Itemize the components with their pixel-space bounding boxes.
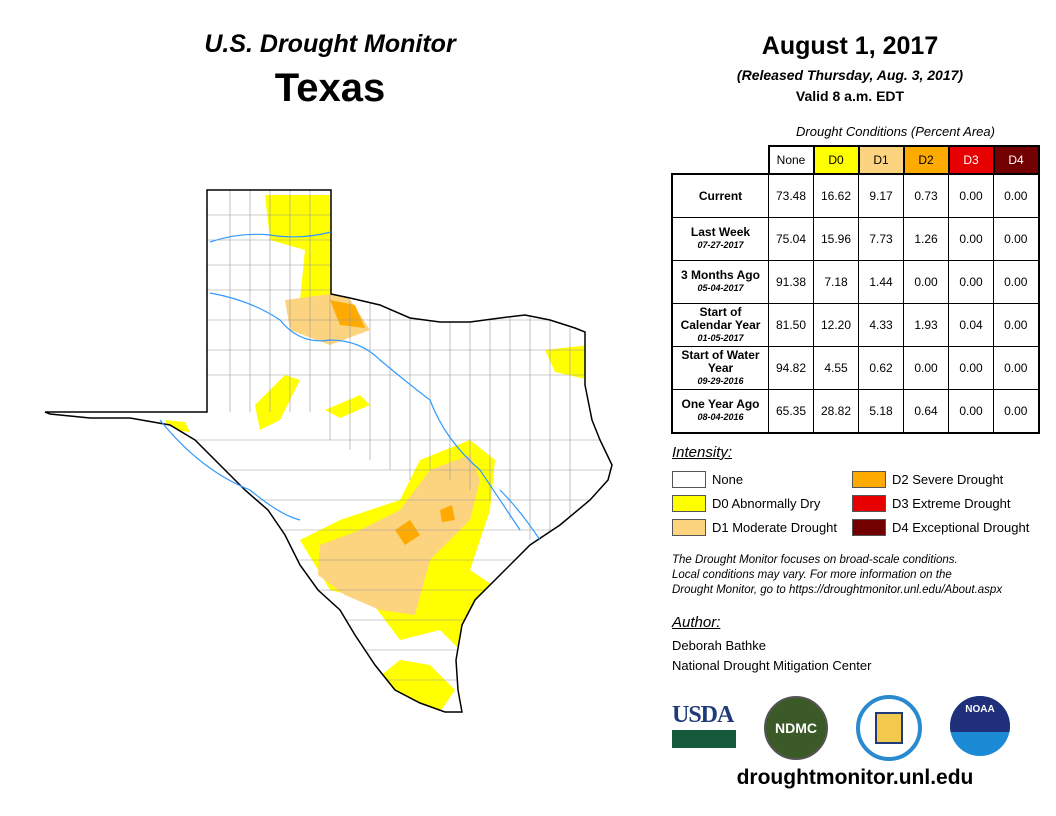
author-org: National Drought Mitigation Center [672,658,872,673]
row-label: Last Week 07-27-2017 [671,217,769,261]
product-title: U.S. Drought Monitor [204,30,456,58]
author-name: Deborah Bathke [672,638,766,653]
table-row: Last Week 07-27-2017 75.04 15.96 7.73 1.26 0.0… [671,217,1039,261]
table-cell: 81.50 [768,303,814,347]
table-row: Start of Calendar Year 01-05-2017 81.50 12.… [671,303,1039,347]
table-cell: 0.73 [903,173,949,218]
map-date: August 1, 2017 [761,32,939,60]
col-d2: D2 [902,145,950,175]
legend-swatch [852,471,886,488]
row-label: Start of Calendar Year 01-05-2017 [671,303,769,347]
table-cell: 12.20 [813,303,859,347]
col-d3: D3 [947,145,995,175]
legend-item: D4 Exceptional Drought [852,519,1029,536]
table-cell: 73.48 [768,173,814,218]
table-cell: 0.00 [993,389,1039,434]
usda-logo: USDA [672,702,736,748]
col-d4: D4 [992,145,1040,175]
legend-title: Intensity: [672,444,733,461]
table-row: Current 73.48 16.62 9.17 0.73 0.00 0.00 [671,173,1039,218]
row-date: 09-29-2016 [697,375,744,386]
row-date: 05-04-2017 [697,283,744,293]
table-cell: 16.62 [813,173,859,218]
legend-item: D2 Severe Drought [852,471,1003,488]
row-label: 3 Months Ago 05-04-2017 [671,260,769,304]
table-cell: 0.00 [948,173,994,218]
website-link[interactable]: droughtmonitor.unl.edu [736,766,974,789]
disclaimer-note: The Drought Monitor focuses on broad-sca… [672,554,1003,596]
table-cell: 0.00 [993,260,1039,304]
doc-seal-logo [856,695,922,761]
rivers [159,231,541,541]
col-none: None [767,145,815,175]
table-cell: 0.00 [948,346,994,390]
table-cell: 0.00 [903,260,949,304]
legend-item: D1 Moderate Drought [672,519,837,536]
table-cell: 75.04 [768,217,814,261]
table-cell: 0.00 [993,217,1039,261]
legend-swatch [852,519,886,536]
table-row: One Year Ago 08-04-2016 65.35 28.82 5.18 0.64… [671,389,1039,434]
table-cell: 0.00 [948,217,994,261]
drought-conditions-table: None D0 D1 D2 D3 D4 Current 73.48 16.62 9.1… [671,145,1040,434]
legend-item: None [672,471,743,488]
table-cell: 1.44 [858,260,904,304]
table-row: Start of Water Year 09-29-2016 94.82 4.55 0.… [671,346,1039,390]
table-row: 3 Months Ago 05-04-2017 91.38 7.18 1.44 0.00 0… [671,260,1039,304]
legend-item: D3 Extreme Drought [852,495,1011,512]
table-cell: 7.73 [858,217,904,261]
row-label: Current [671,173,769,218]
legend-swatch [672,471,706,488]
noaa-logo: NOAA [950,696,1010,756]
drought-areas [165,195,590,712]
table-cell: 0.00 [993,173,1039,218]
table-cell: 0.00 [903,346,949,390]
table-cell: 91.38 [768,260,814,304]
table-cell: 65.35 [768,389,814,434]
row-label: One Year Ago 08-04-2016 [671,389,769,434]
table-cell: 0.00 [993,346,1039,390]
row-label: Start of Water Year 09-29-2016 [671,346,769,390]
table-cell: 7.18 [813,260,859,304]
ndmc-logo: NDMC [764,696,828,760]
texas-drought-map [44,189,613,713]
table-cell: 4.55 [813,346,859,390]
table-cell: 1.93 [903,303,949,347]
row-date: 01-05-2017 [697,332,744,343]
table-cell: 1.26 [903,217,949,261]
table-cell: 0.04 [948,303,994,347]
table-cell: 15.96 [813,217,859,261]
valid-time: Valid 8 a.m. EDT [795,88,905,104]
table-caption: Drought Conditions (Percent Area) [796,124,995,139]
table-cell: 4.33 [858,303,904,347]
legend-swatch [672,495,706,512]
state-title: Texas [274,66,386,110]
author-heading: Author: [672,614,721,631]
table-cell: 28.82 [813,389,859,434]
table-cell: 0.00 [948,260,994,304]
table-cell: 0.64 [903,389,949,434]
table-cell: 5.18 [858,389,904,434]
col-d0: D0 [812,145,860,175]
row-date: 08-04-2016 [697,412,744,422]
table-cell: 0.00 [993,303,1039,347]
legend-swatch [852,495,886,512]
col-d1: D1 [857,145,905,175]
table-cell: 94.82 [768,346,814,390]
legend-item: D0 Abnormally Dry [672,495,820,512]
legend-swatch [672,519,706,536]
table-cell: 9.17 [858,173,904,218]
table-cell: 0.00 [948,389,994,434]
row-date: 07-27-2017 [697,240,744,250]
county-lines [60,190,612,681]
table-cell: 0.62 [858,346,904,390]
release-date: (Released Thursday, Aug. 3, 2017) [736,67,964,83]
